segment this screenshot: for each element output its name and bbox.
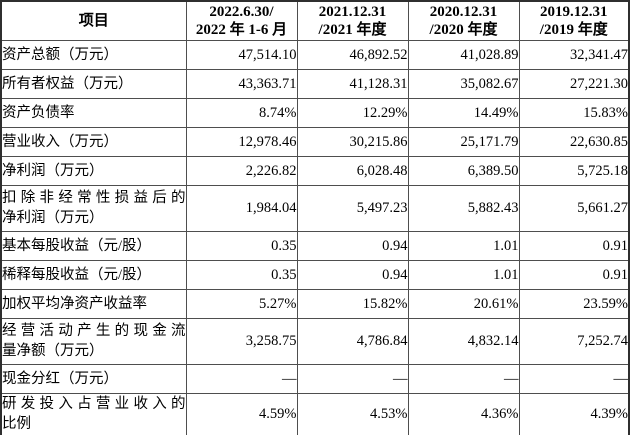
cell-value: 6,389.50 bbox=[407, 155, 520, 186]
cell-value: 1.01 bbox=[407, 230, 520, 261]
cell-value: 22,630.85 bbox=[518, 126, 630, 157]
table-row-diluted-eps: 稀释每股收益（元/股） 0.35 0.94 1.01 0.91 bbox=[0, 259, 630, 290]
row-label: 资产负债率 bbox=[0, 97, 187, 128]
period-date: 2019.12.31 bbox=[540, 3, 608, 20]
period-range: /2019 年度 bbox=[539, 21, 608, 38]
table-row-cash-dividend: 现金分红（万元） — — — — bbox=[0, 363, 630, 394]
cell-value: 7,252.74 bbox=[518, 317, 630, 365]
period-date: 2021.12.31 bbox=[318, 3, 387, 20]
cell-value: 15.82% bbox=[296, 288, 409, 319]
table-row-operating-revenue: 营业收入（万元） 12,978.46 30,215.86 25,171.79 2… bbox=[0, 126, 630, 157]
cell-value: 15.83% bbox=[518, 97, 630, 128]
column-header-period-2019: 2019.12.31 /2019 年度 bbox=[518, 0, 630, 41]
cell-value: 41,028.89 bbox=[407, 39, 520, 70]
cell-value: 46,892.52 bbox=[296, 39, 409, 70]
cell-value: 41,128.31 bbox=[296, 68, 409, 99]
cell-value: 23.59% bbox=[518, 288, 630, 319]
period-range: 2022 年 1-6 月 bbox=[195, 21, 288, 38]
cell-value: 1,984.04 bbox=[185, 184, 298, 232]
row-label: 营业收入（万元） bbox=[0, 126, 187, 157]
table-row-operating-cash-flow: 经营活动产生的现金流 量净额（万元） 3,258.75 4,786.84 4,8… bbox=[0, 317, 630, 365]
cell-value: 5,725.18 bbox=[518, 155, 630, 186]
row-label: 加权平均净资产收益率 bbox=[0, 288, 187, 319]
cell-value: — bbox=[185, 363, 298, 394]
row-label: 研发投入占营业收入的 比例 bbox=[0, 392, 187, 435]
column-header-item: 项目 bbox=[0, 0, 187, 41]
period-range: /2020 年度 bbox=[429, 21, 498, 38]
cell-value: 0.91 bbox=[518, 259, 630, 290]
cell-value: 4.36% bbox=[407, 392, 520, 435]
row-label: 基本每股收益（元/股） bbox=[0, 230, 187, 261]
cell-value: 43,363.71 bbox=[185, 68, 298, 99]
cell-value: 3,258.75 bbox=[185, 317, 298, 365]
cell-value: — bbox=[296, 363, 409, 394]
row-label: 资产总额（万元） bbox=[0, 39, 187, 70]
cell-value: 0.91 bbox=[518, 230, 630, 261]
table-row-owners-equity: 所有者权益（万元） 43,363.71 41,128.31 35,082.67 … bbox=[0, 68, 630, 99]
cell-value: 32,341.47 bbox=[518, 39, 630, 70]
cell-value: 1.01 bbox=[407, 259, 520, 290]
cell-value: 5,882.43 bbox=[407, 184, 520, 232]
cell-value: 4,786.84 bbox=[296, 317, 409, 365]
cell-value: 0.94 bbox=[296, 230, 409, 261]
row-label: 净利润（万元） bbox=[0, 155, 187, 186]
period-date: 2022.6.30/ bbox=[209, 3, 274, 20]
cell-value: 2,226.82 bbox=[185, 155, 298, 186]
table-row-net-profit-after-nonrecurring: 扣除非经常性损益后的 净利润（万元） 1,984.04 5,497.23 5,8… bbox=[0, 184, 630, 232]
cell-value: 12,978.46 bbox=[185, 126, 298, 157]
table-row-basic-eps: 基本每股收益（元/股） 0.35 0.94 1.01 0.91 bbox=[0, 230, 630, 261]
cell-value: 5,661.27 bbox=[518, 184, 630, 232]
cell-value: 4.39% bbox=[518, 392, 630, 435]
cell-value: 0.35 bbox=[185, 259, 298, 290]
cell-value: 8.74% bbox=[185, 97, 298, 128]
cell-value: 0.35 bbox=[185, 230, 298, 261]
cell-value: 5,497.23 bbox=[296, 184, 409, 232]
cell-value: 35,082.67 bbox=[407, 68, 520, 99]
cell-value: 6,028.48 bbox=[296, 155, 409, 186]
cell-value: 4.59% bbox=[185, 392, 298, 435]
cell-value: 20.61% bbox=[407, 288, 520, 319]
cell-value: 27,221.30 bbox=[518, 68, 630, 99]
table-header-row: 项目 2022.6.30/ 2022 年 1-6 月 2021.12.31 /2… bbox=[0, 0, 630, 41]
cell-value: 25,171.79 bbox=[407, 126, 520, 157]
period-date: 2020.12.31 bbox=[429, 3, 498, 20]
cell-value: 30,215.86 bbox=[296, 126, 409, 157]
column-header-period-2020: 2020.12.31 /2020 年度 bbox=[407, 0, 520, 41]
cell-value: 5.27% bbox=[185, 288, 298, 319]
cell-value: 0.94 bbox=[296, 259, 409, 290]
period-range: /2021 年度 bbox=[318, 21, 387, 38]
item-header-label: 项目 bbox=[78, 12, 109, 29]
cell-value: 14.49% bbox=[407, 97, 520, 128]
cell-value: 4.53% bbox=[296, 392, 409, 435]
row-label: 现金分红（万元） bbox=[0, 363, 187, 394]
column-header-period-2022: 2022.6.30/ 2022 年 1-6 月 bbox=[185, 0, 298, 41]
cell-value: 12.29% bbox=[296, 97, 409, 128]
table-row-weighted-avg-roe: 加权平均净资产收益率 5.27% 15.82% 20.61% 23.59% bbox=[0, 288, 630, 319]
cell-value: 47,514.10 bbox=[185, 39, 298, 70]
cell-value: — bbox=[407, 363, 520, 394]
column-header-period-2021: 2021.12.31 /2021 年度 bbox=[296, 0, 409, 41]
cell-value: 4,832.14 bbox=[407, 317, 520, 365]
table-row-total-assets: 资产总额（万元） 47,514.10 46,892.52 41,028.89 3… bbox=[0, 39, 630, 70]
table-row-debt-ratio: 资产负债率 8.74% 12.29% 14.49% 15.83% bbox=[0, 97, 630, 128]
table-row-rd-revenue-ratio: 研发投入占营业收入的 比例 4.59% 4.53% 4.36% 4.39% bbox=[0, 392, 630, 435]
row-label: 稀释每股收益（元/股） bbox=[0, 259, 187, 290]
table-row-net-profit: 净利润（万元） 2,226.82 6,028.48 6,389.50 5,725… bbox=[0, 155, 630, 186]
row-label: 所有者权益（万元） bbox=[0, 68, 187, 99]
row-label: 扣除非经常性损益后的 净利润（万元） bbox=[0, 184, 187, 232]
row-label: 经营活动产生的现金流 量净额（万元） bbox=[0, 317, 187, 365]
cell-value: — bbox=[518, 363, 630, 394]
